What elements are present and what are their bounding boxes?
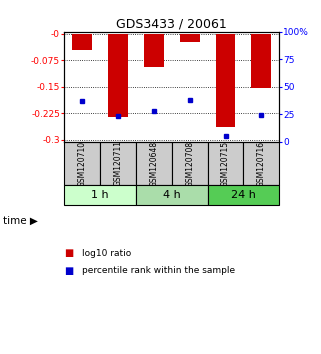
Text: log10 ratio: log10 ratio [82, 249, 131, 258]
Text: GSM120711: GSM120711 [113, 141, 123, 187]
Bar [64, 185, 136, 205]
Bar [108, 34, 128, 117]
Bar [251, 34, 271, 88]
Bar [72, 34, 92, 50]
Text: 24 h: 24 h [231, 190, 256, 200]
Text: ■: ■ [64, 266, 74, 276]
Bar [136, 142, 172, 185]
Bar [172, 142, 208, 185]
Text: ■: ■ [64, 248, 74, 258]
Text: 4 h: 4 h [163, 190, 181, 200]
Text: percentile rank within the sample: percentile rank within the sample [82, 266, 235, 275]
Bar [243, 142, 279, 185]
Text: GSM120716: GSM120716 [257, 141, 266, 187]
Title: GDS3433 / 20061: GDS3433 / 20061 [116, 18, 227, 31]
Bar [136, 185, 208, 205]
Text: GSM120708: GSM120708 [185, 141, 194, 187]
Text: GSM120648: GSM120648 [149, 141, 158, 187]
Bar [64, 142, 100, 185]
Text: 1 h: 1 h [91, 190, 109, 200]
Bar [100, 142, 136, 185]
Text: GSM120710: GSM120710 [78, 141, 87, 187]
Bar [216, 34, 235, 127]
Text: GSM120715: GSM120715 [221, 141, 230, 187]
Bar [180, 34, 200, 42]
Bar [208, 185, 279, 205]
Text: time ▶: time ▶ [3, 216, 38, 226]
Bar [208, 142, 243, 185]
Bar [144, 34, 164, 67]
